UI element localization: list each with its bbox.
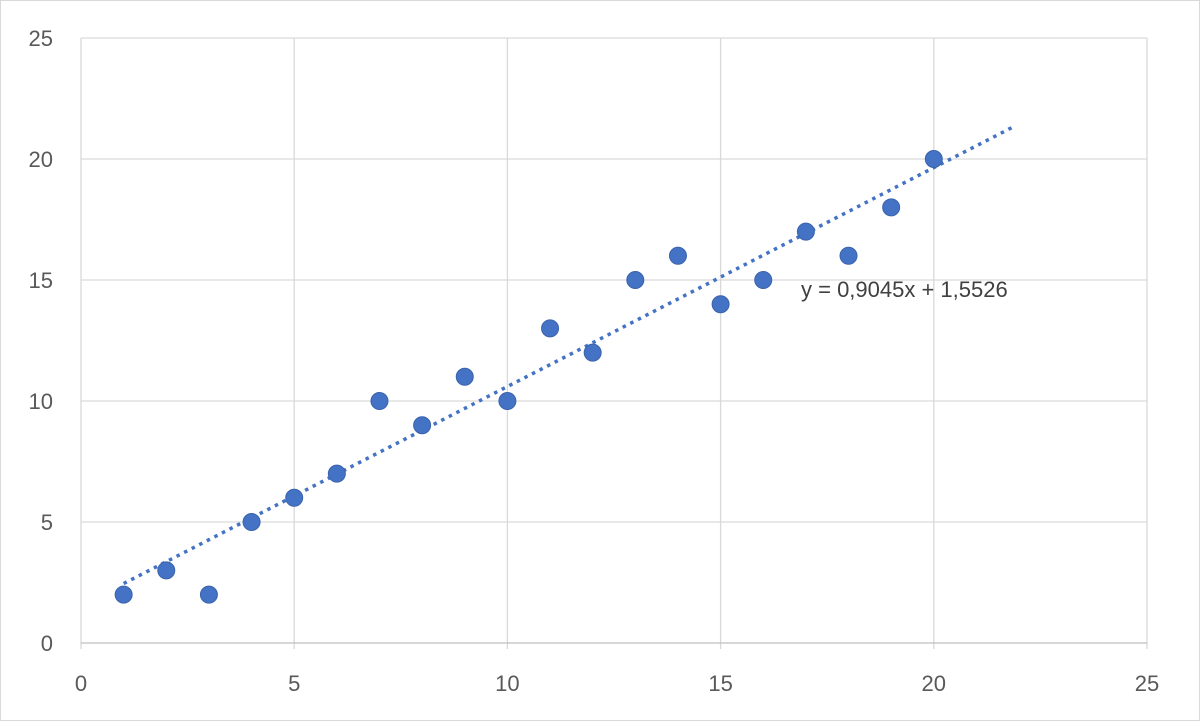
y-tick-label: 20: [29, 147, 53, 172]
data-point: [668, 246, 687, 265]
data-point: [498, 392, 517, 410]
y-tick-label: 5: [41, 510, 53, 535]
x-tick-label: 10: [495, 671, 519, 696]
data-point: [455, 367, 474, 386]
data-point: [796, 222, 815, 241]
data-point: [370, 392, 389, 410]
x-tick-label: 20: [922, 671, 946, 696]
data-point: [242, 513, 261, 531]
data-point: [327, 464, 346, 483]
data-point: [157, 561, 176, 580]
data-point: [626, 271, 645, 289]
trendline-equation: y = 0,9045x + 1,5526: [801, 277, 1008, 302]
y-tick-label: 25: [29, 26, 53, 51]
x-tick-label: 25: [1135, 671, 1159, 696]
data-point: [583, 343, 602, 362]
data-point: [839, 246, 858, 265]
data-point: [114, 585, 133, 604]
y-tick-label: 0: [41, 631, 53, 656]
data-point: [413, 416, 432, 435]
data-point: [882, 198, 901, 217]
data-point: [199, 585, 218, 604]
gridlines: [80, 37, 1148, 649]
data-point: [541, 319, 560, 338]
x-tick-label: 5: [288, 671, 300, 696]
trendline-group: [122, 124, 1016, 586]
axes: 0 5 10 15 20 25 0 5 10 15 20 25: [29, 26, 1160, 696]
data-point: [711, 295, 730, 314]
x-tick-label: 0: [75, 671, 87, 696]
data-point: [924, 150, 943, 168]
data-points: [114, 150, 943, 604]
y-tick-label: 10: [29, 389, 53, 414]
data-point: [754, 271, 773, 289]
data-point: [285, 488, 304, 507]
x-tick-label: 15: [708, 671, 732, 696]
trendline: [122, 124, 1016, 586]
y-tick-label: 15: [29, 268, 53, 293]
